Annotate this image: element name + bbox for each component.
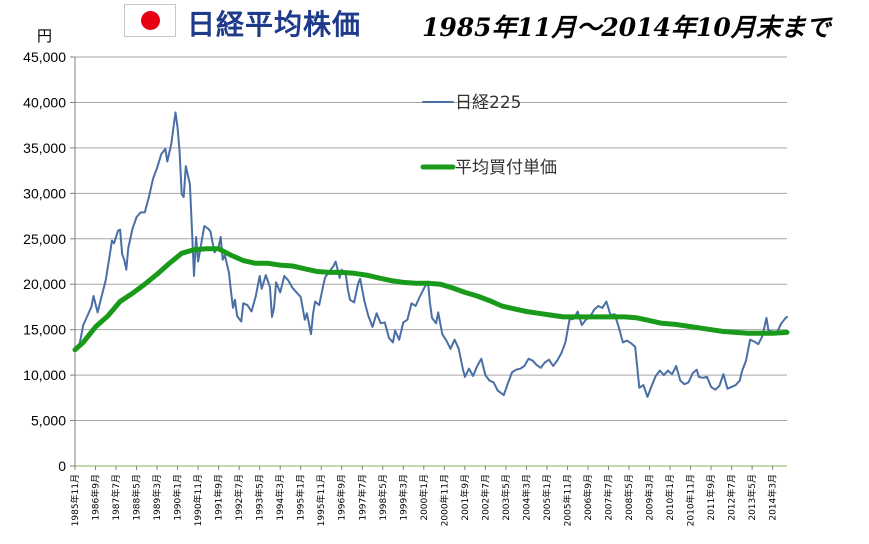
- x-tick-label: 2005年11月: [561, 474, 573, 526]
- x-tick-label: 2000年11月: [438, 474, 450, 526]
- x-tick-label: 1988年5月: [131, 474, 143, 521]
- y-axis-unit-label: 円: [37, 27, 53, 45]
- x-tick-label: 1985年11月: [69, 474, 81, 526]
- x-tick-label: 1994年3月: [274, 474, 286, 521]
- japan-flag-icon: [124, 4, 176, 37]
- x-tick-label: 1999年3月: [397, 474, 409, 521]
- x-tick-label: 2004年3月: [520, 474, 532, 521]
- y-tick-label: 10,000: [23, 367, 66, 383]
- x-tick-label: 1998年5月: [377, 474, 389, 521]
- x-tick-label: 1996年9月: [336, 474, 348, 521]
- y-tick-label: 40,000: [23, 94, 66, 110]
- y-tick-label: 15,000: [23, 322, 66, 338]
- y-axis-ticks: 0 5,000 10,000 15,000 20,000 25,000 30,000 35,0…: [23, 49, 75, 474]
- x-tick-label: 2013年5月: [746, 474, 758, 521]
- x-tick-label: 2010年11月: [685, 474, 697, 526]
- x-tick-label: 2007年7月: [602, 474, 614, 521]
- legend-label: 日経225: [455, 93, 521, 113]
- y-tick-label: 20,000: [23, 276, 66, 292]
- legend: 日経225 平均買付単価: [420, 93, 557, 178]
- chart-subtitle: 1985年11月〜2014年10月末まで: [422, 13, 831, 42]
- y-tick-label: 35,000: [23, 140, 66, 156]
- y-tick-label: 5,000: [31, 413, 66, 429]
- x-tick-label: 1986年9月: [90, 474, 102, 521]
- x-tick-label: 2002年7月: [479, 474, 491, 521]
- x-tick-label: 2012年7月: [726, 474, 738, 521]
- x-axis-ticks: 1985年11月 1986年9月 1987年7月 1988年5月 1989年3月 1990…: [69, 466, 779, 526]
- grid-lines: [74, 56, 787, 467]
- x-tick-label: 1991年9月: [213, 474, 225, 521]
- x-tick-label: 2000年1月: [418, 474, 430, 521]
- nikkei225-line: [74, 111, 788, 398]
- x-tick-label: 2005年1月: [541, 474, 553, 521]
- x-tick-label: 2010年1月: [664, 474, 676, 521]
- x-tick-label: 2001年9月: [459, 474, 471, 521]
- x-tick-label: 1989年3月: [151, 474, 163, 521]
- flag-sun: [141, 11, 160, 30]
- legend-label: 平均買付単価: [455, 158, 557, 178]
- x-tick-label: 2006年9月: [582, 474, 594, 521]
- x-tick-label: 1990年11月: [192, 474, 204, 526]
- x-tick-label: 1995年11月: [315, 474, 327, 526]
- x-tick-label: 2011年9月: [705, 474, 717, 521]
- x-tick-label: 2014年3月: [767, 474, 779, 521]
- x-tick-label: 1995年1月: [295, 474, 307, 521]
- y-tick-label: 45,000: [23, 49, 66, 65]
- x-tick-label: 2009年3月: [644, 474, 656, 521]
- y-tick-label: 30,000: [23, 185, 66, 201]
- x-tick-label: 1997年7月: [356, 474, 368, 521]
- chart-title: 日経平均株価: [187, 8, 362, 41]
- x-tick-label: 1987年7月: [110, 474, 122, 521]
- average-purchase-price-line: [72, 246, 790, 353]
- y-tick-label: 25,000: [23, 231, 66, 247]
- x-tick-label: 1990年1月: [172, 474, 184, 521]
- x-tick-label: 2008年5月: [623, 474, 635, 521]
- x-tick-label: 2003年5月: [500, 474, 512, 521]
- x-tick-label: 1992年7月: [233, 474, 245, 521]
- x-tick-label: 1993年5月: [254, 474, 266, 521]
- y-tick-label: 0: [58, 458, 66, 474]
- series-lines: [72, 111, 790, 398]
